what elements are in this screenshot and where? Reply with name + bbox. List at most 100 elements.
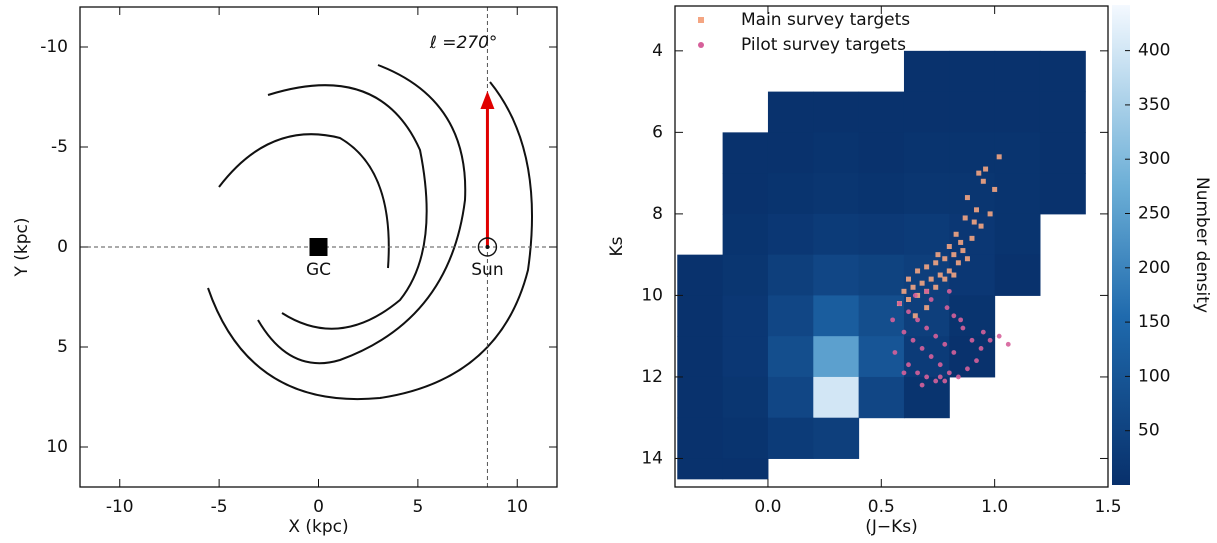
density-cell [903,336,950,378]
density-cell [722,336,769,378]
density-cell [994,50,1041,93]
legend-marker [698,17,704,23]
main-target [933,284,939,290]
density-cell [677,417,724,459]
main-target [974,207,980,213]
pilot-target [933,378,939,384]
density-cell [858,132,905,174]
main-target [933,260,939,266]
colorbar-tick-label: 50 [1138,421,1160,441]
main-target [924,264,930,270]
density-cell [813,254,860,296]
density-cell [767,254,814,296]
main-target [906,296,912,302]
density-cell [722,458,769,480]
y-tick-label: 0 [57,237,68,257]
main-target [969,235,975,241]
pilot-target [969,337,975,343]
main-target [906,276,912,282]
density-cell [767,376,814,419]
density-cell [722,254,769,296]
sun-dot [485,245,490,249]
density-cell [722,132,769,174]
marker-label: GC [306,260,331,280]
density-cell [722,173,769,215]
density-cell [949,50,996,93]
x-tick-label: 0 [313,497,324,517]
x-tick-label: 0.5 [868,497,895,517]
main-target [958,239,964,245]
pilot-target [951,350,957,355]
y-tick-label: 14 [641,448,663,468]
arrow-head [480,91,495,109]
density-cell [813,132,860,174]
plot-frame [674,5,1109,488]
y-tick-label: -5 [51,137,68,157]
main-target [942,256,948,262]
main-target [946,268,952,274]
pilot-target [937,374,943,380]
pilot-target [937,362,943,368]
legend-label: Main survey targets [741,10,910,30]
main-target [942,276,948,282]
spiral-arm [218,133,390,269]
pilot-target [946,370,952,376]
pilot-target [946,288,952,294]
y-tick-label: 10 [641,285,663,305]
density-cell [813,213,860,256]
main-target [987,211,993,217]
density-cell [813,336,860,378]
pilot-target [974,358,979,364]
main-target [951,252,957,258]
density-cell [903,91,950,133]
main-target [964,256,970,262]
pilot-target [915,317,920,323]
x-tick-label: -10 [106,497,134,517]
density-cell [903,173,950,215]
density-cell [903,50,950,93]
density-cell [677,458,724,480]
x-tick-label: 0.0 [754,497,781,517]
main-target [983,166,989,172]
pilot-target [960,325,966,331]
density-cell [949,336,996,378]
main-target [978,223,984,229]
pilot-target [942,341,948,347]
legend-label: Pilot survey targets [741,35,906,55]
density-cell [767,132,814,174]
pilot-target [942,378,948,384]
density-cell [722,295,769,337]
density-cell [767,295,814,337]
pilot-target [892,350,898,355]
density-cell [858,91,905,133]
pilot-target [951,313,957,319]
density-cell [813,91,860,133]
colorbar-tick-label: 250 [1138,204,1170,224]
pilot-target [924,374,930,380]
density-cell [903,376,950,419]
pilot-target [955,374,961,380]
pilot-target [890,317,896,323]
y-tick-label: 12 [641,367,663,387]
pilot-target [906,362,911,368]
pilot-target [996,333,1002,339]
density-cell [994,132,1041,174]
pilot-target [919,346,925,351]
main-target [953,231,959,237]
pilot-target [958,317,964,323]
density-cell [858,376,905,419]
sun-marker [477,237,498,257]
main-target [946,244,952,249]
density-cell [858,336,905,378]
x-axis-label: (J−Ks) [865,517,918,537]
colorbar-tick-label: 200 [1138,258,1170,278]
colorbar-label: Number density [1192,177,1212,313]
main-target [964,195,970,201]
pilot-target [906,309,911,315]
x-axis-label: X (kpc) [288,517,348,537]
main-target [996,154,1002,160]
x-tick-label: -5 [211,497,228,517]
marker-label: Sun [471,260,503,280]
density-cell [1039,50,1086,93]
